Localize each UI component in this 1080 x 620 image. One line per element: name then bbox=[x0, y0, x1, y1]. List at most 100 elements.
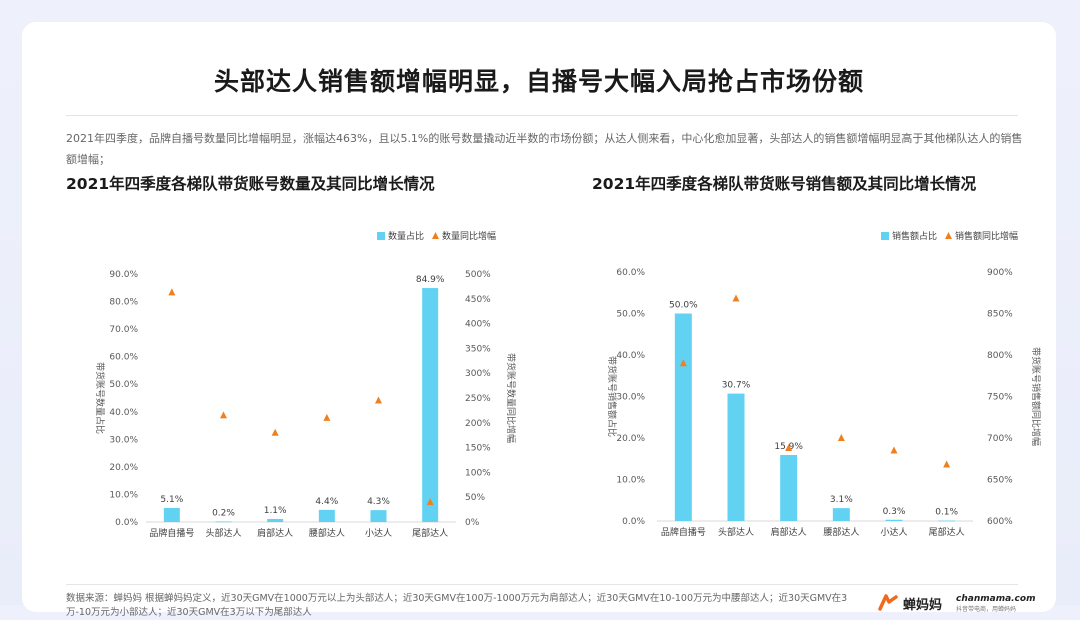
y2-tick-label: 150% bbox=[465, 444, 491, 454]
growth-marker bbox=[890, 446, 898, 454]
bar-value-label: 0.2% bbox=[212, 508, 235, 518]
x-tick-label: 品牌自播号 bbox=[661, 526, 706, 538]
y-tick-label: 30.0% bbox=[616, 393, 645, 403]
y2-tick-label: 200% bbox=[465, 419, 491, 429]
legend-label-bar: 销售额占比 bbox=[892, 230, 937, 242]
x-tick-label: 尾部达人 bbox=[929, 526, 965, 538]
y2-tick-label: 750% bbox=[987, 393, 1013, 403]
growth-marker bbox=[271, 428, 279, 436]
x-tick-label: 尾部达人 bbox=[412, 527, 448, 539]
y2-tick-label: 450% bbox=[465, 295, 491, 305]
growth-marker bbox=[837, 434, 845, 441]
chanmama-logo-icon bbox=[878, 594, 898, 611]
y-tick-label: 40.0% bbox=[616, 351, 645, 361]
bar-value-label: 50.0% bbox=[669, 301, 698, 311]
x-tick-label: 品牌自播号 bbox=[149, 527, 194, 539]
legend-swatch-bar bbox=[881, 232, 889, 240]
bar bbox=[780, 455, 798, 521]
y-tick-label: 20.0% bbox=[616, 434, 645, 444]
bar-value-label: 0.3% bbox=[883, 507, 906, 517]
chart1-title: 2021年四季度各梯队带货账号数量及其同比增长情况 bbox=[66, 175, 435, 193]
y-axis-title: 带货账号销售额占比 bbox=[606, 356, 618, 437]
bar bbox=[674, 313, 692, 521]
bar bbox=[370, 510, 387, 522]
bar bbox=[318, 509, 335, 522]
page-title: 头部达人销售额增幅明显，自播号大幅入局抢占市场份额 bbox=[213, 67, 864, 96]
growth-marker bbox=[323, 413, 331, 421]
footer-divider bbox=[66, 584, 1018, 585]
y-tick-label: 0.0% bbox=[115, 518, 138, 528]
data-source-note: 数据来源：蝉妈妈 根据蝉妈妈定义，近30天GMV在1000万元以上为头部达人；近… bbox=[66, 593, 848, 618]
y2-tick-label: 250% bbox=[465, 394, 491, 404]
y-tick-label: 50.0% bbox=[616, 310, 645, 320]
y2-tick-label: 500% bbox=[465, 270, 491, 280]
bar bbox=[267, 518, 284, 522]
bar-value-label: 30.7% bbox=[722, 381, 751, 391]
bar bbox=[832, 508, 850, 521]
y2-tick-label: 400% bbox=[465, 320, 491, 330]
x-tick-label: 腰部达人 bbox=[309, 527, 345, 539]
y-tick-label: 60.0% bbox=[109, 353, 138, 363]
bar bbox=[727, 393, 745, 521]
y2-tick-label: 100% bbox=[465, 468, 491, 478]
y2-tick-label: 350% bbox=[465, 344, 491, 354]
bar-value-label: 0.1% bbox=[935, 508, 958, 518]
x-tick-label: 小达人 bbox=[365, 527, 392, 539]
x-tick-label: 小达人 bbox=[880, 526, 907, 538]
y2-tick-label: 50% bbox=[465, 493, 485, 503]
intro-paragraph: 2021年四季度，品牌自播号数量同比增幅明显，涨幅达463%，且以5.1%的账号… bbox=[66, 132, 1023, 166]
growth-marker bbox=[220, 411, 227, 419]
bar bbox=[938, 520, 956, 522]
x-tick-label: 腰部达人 bbox=[823, 526, 859, 538]
y-tick-label: 20.0% bbox=[109, 463, 138, 473]
growth-marker bbox=[732, 294, 740, 302]
bar bbox=[163, 507, 180, 522]
y-tick-label: 80.0% bbox=[109, 298, 138, 308]
bar-value-label: 4.4% bbox=[315, 497, 338, 507]
legend-label-marker: 销售额同比增幅 bbox=[955, 230, 1018, 242]
bar bbox=[215, 521, 232, 523]
legend-label-marker: 数量同比增幅 bbox=[442, 230, 496, 242]
bar-value-label: 1.1% bbox=[264, 506, 287, 516]
y-tick-label: 60.0% bbox=[616, 268, 645, 278]
y2-tick-label: 800% bbox=[987, 351, 1013, 361]
bar-value-label: 3.1% bbox=[830, 495, 853, 505]
y2-axis-title: 带货账号销售额同比增幅 bbox=[1030, 347, 1042, 446]
y-tick-label: 0.0% bbox=[622, 517, 645, 527]
x-tick-label: 肩部达人 bbox=[771, 526, 807, 538]
y-tick-label: 10.0% bbox=[109, 490, 138, 500]
bar-value-label: 4.3% bbox=[367, 497, 390, 507]
title-divider bbox=[66, 115, 1018, 116]
growth-marker bbox=[785, 443, 793, 451]
y-tick-label: 40.0% bbox=[109, 408, 138, 418]
y2-tick-label: 900% bbox=[987, 268, 1013, 278]
y-axis-title: 带货账号数量占比 bbox=[94, 362, 106, 434]
brand-name: 蝉妈妈 bbox=[903, 597, 943, 613]
legend-label-bar: 数量占比 bbox=[388, 230, 424, 242]
y2-tick-label: 700% bbox=[987, 434, 1013, 444]
bar-value-label: 5.1% bbox=[160, 495, 183, 505]
bar-value-label: 84.9% bbox=[416, 275, 445, 285]
y-tick-label: 10.0% bbox=[616, 476, 645, 486]
brand-block: 蝉妈妈 chanmama.com 抖音带电商，用蝉妈妈 bbox=[877, 592, 1035, 614]
growth-marker bbox=[168, 288, 176, 296]
y-tick-label: 30.0% bbox=[109, 435, 138, 445]
y2-tick-label: 0% bbox=[465, 518, 480, 528]
x-tick-label: 肩部达人 bbox=[257, 527, 293, 539]
report-card: 头部达人销售额增幅明显，自播号大幅入局抢占市场份额 2021年四季度，品牌自播号… bbox=[22, 22, 1056, 618]
y2-tick-label: 600% bbox=[987, 517, 1013, 527]
chart2-title: 2021年四季度各梯队带货账号销售额及其同比增长情况 bbox=[592, 175, 977, 193]
y2-tick-label: 850% bbox=[987, 310, 1013, 320]
legend-swatch-marker bbox=[432, 232, 439, 239]
sales-chart: 0.0% 10.0% 20.0% 30.0% 40.0% 50.0% 60.0% 600% 65… bbox=[606, 230, 1042, 538]
growth-marker bbox=[679, 359, 687, 367]
growth-marker bbox=[375, 396, 382, 404]
y2-tick-label: 300% bbox=[465, 369, 491, 379]
growth-marker bbox=[426, 498, 434, 506]
y-tick-label: 90.0% bbox=[109, 270, 138, 280]
x-tick-label: 头部达人 bbox=[205, 527, 241, 539]
growth-marker bbox=[943, 460, 951, 468]
bar bbox=[885, 519, 903, 521]
y2-tick-label: 650% bbox=[987, 476, 1013, 486]
y-tick-label: 70.0% bbox=[109, 325, 138, 335]
